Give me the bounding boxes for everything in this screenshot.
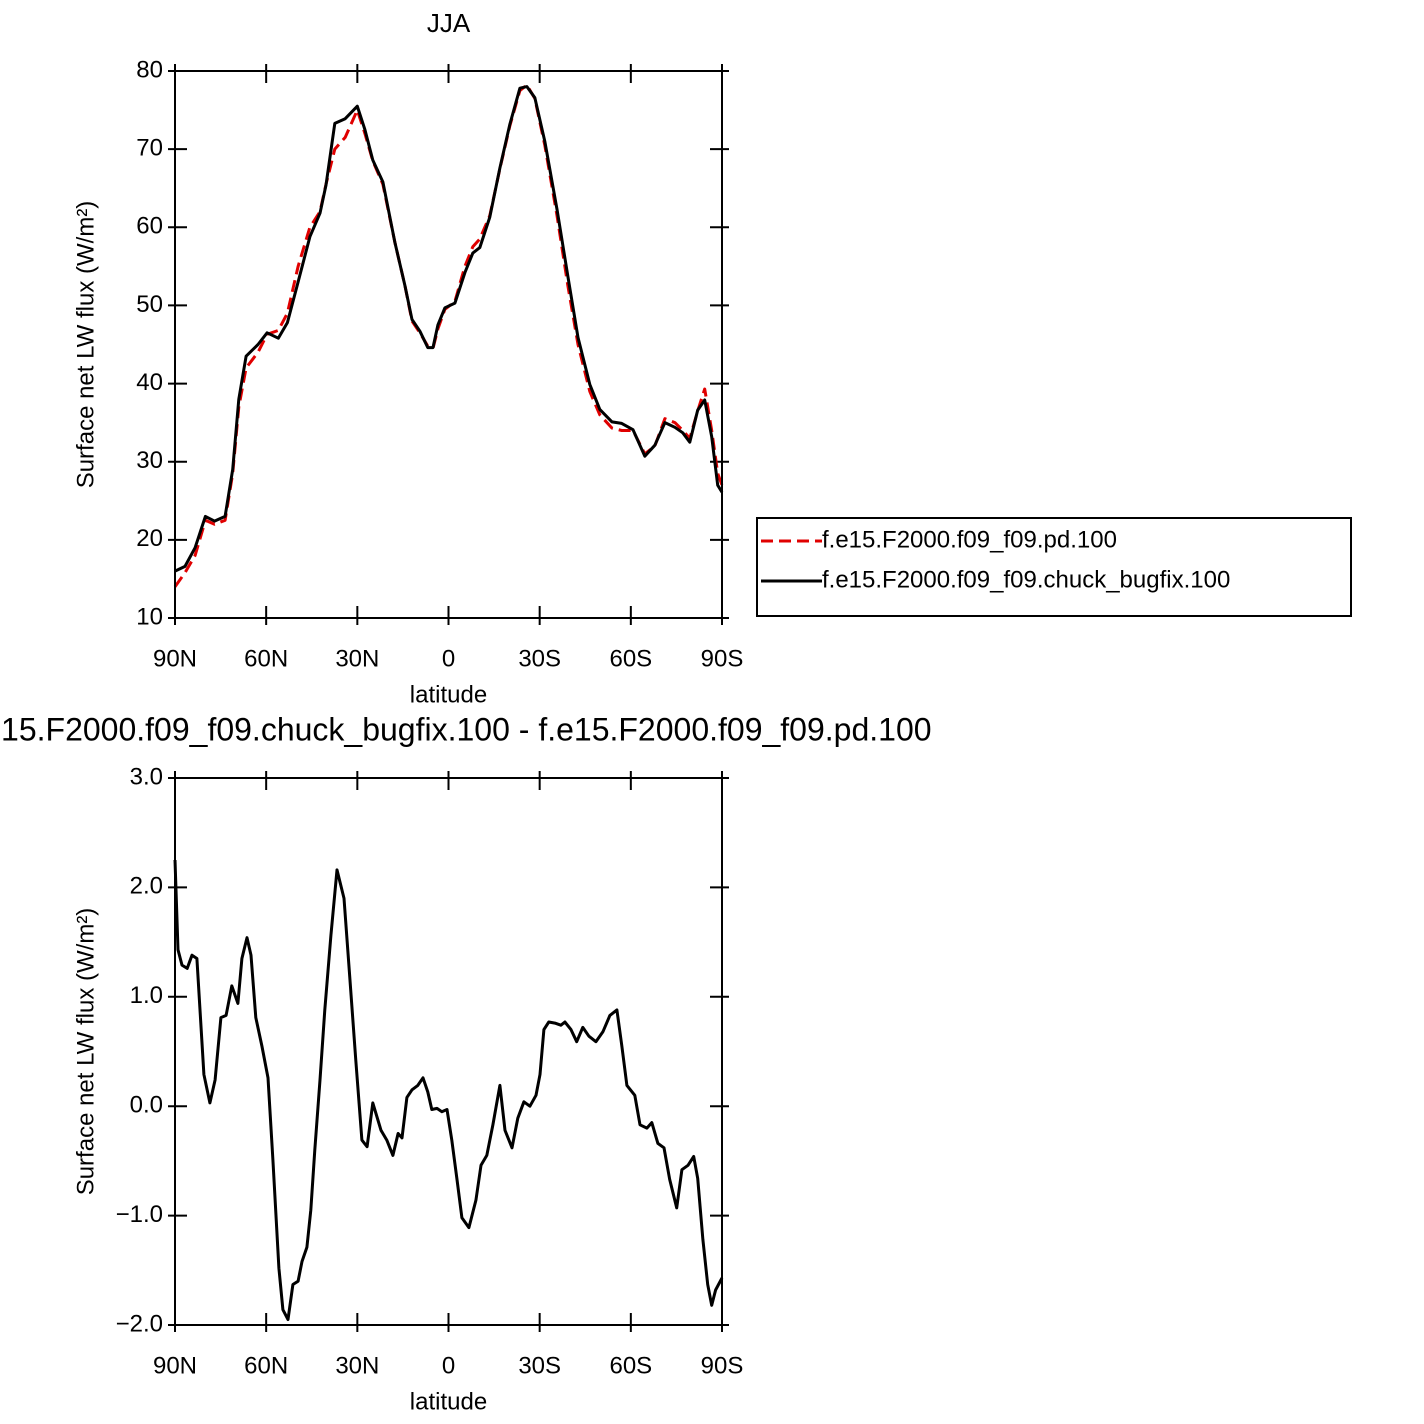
x-tick-label: 30S [518, 645, 561, 672]
plot-frame [174, 777, 723, 1326]
y-tick-label: 80 [136, 56, 163, 83]
x-tick-label: 60S [609, 645, 652, 672]
y-tick-label: 60 [136, 213, 163, 240]
legend-label: f.e15.F2000.f09_f09.pd.100 [822, 526, 1117, 553]
legend-label: f.e15.F2000.f09_f09.chuck_bugfix.100 [822, 566, 1230, 593]
y-tick-label: 40 [136, 369, 163, 396]
y-tick-label: 50 [136, 291, 163, 318]
y-tick-label: −2.0 [116, 1310, 163, 1337]
y-tick-label: 30 [136, 447, 163, 474]
x-axis-label: latitude [410, 1388, 487, 1415]
y-tick-label: 3.0 [130, 763, 163, 790]
y-tick-label: 0.0 [130, 1092, 163, 1119]
x-tick-label: 90N [153, 1352, 197, 1379]
x-tick-label: 30N [335, 1352, 379, 1379]
y-tick-label: 10 [136, 603, 163, 630]
x-tick-label: 90N [153, 645, 197, 672]
x-tick-label: 60N [244, 1352, 288, 1379]
data-line [173, 83, 724, 588]
y-tick-label: 70 [136, 134, 163, 161]
x-tick-label: 60S [609, 1352, 652, 1379]
x-tick-label: 90S [701, 645, 744, 672]
y-axis-label: Surface net LW flux (W/m²) [72, 201, 99, 489]
y-axis-label: Surface net LW flux (W/m²) [72, 908, 99, 1196]
data-line [174, 85, 724, 573]
plot-frame [174, 70, 723, 619]
x-tick-label: 0 [442, 1352, 455, 1379]
x-tick-label: 30S [518, 1352, 561, 1379]
y-tick-label: 20 [136, 525, 163, 552]
x-axis-label: latitude [410, 681, 487, 708]
x-tick-label: 0 [442, 645, 455, 672]
legend-box [756, 517, 1352, 617]
data-line [173, 859, 724, 1321]
y-tick-label: 2.0 [130, 873, 163, 900]
chart-title: JJA [427, 8, 471, 38]
y-tick-label: 1.0 [130, 982, 163, 1009]
x-tick-label: 30N [335, 645, 379, 672]
chart-title: f.e15.F2000.f09_f09.chuck_bugfix.100 - f… [0, 711, 932, 747]
x-tick-label: 90S [701, 1352, 744, 1379]
y-tick-label: −1.0 [116, 1201, 163, 1228]
x-tick-label: 60N [244, 645, 288, 672]
